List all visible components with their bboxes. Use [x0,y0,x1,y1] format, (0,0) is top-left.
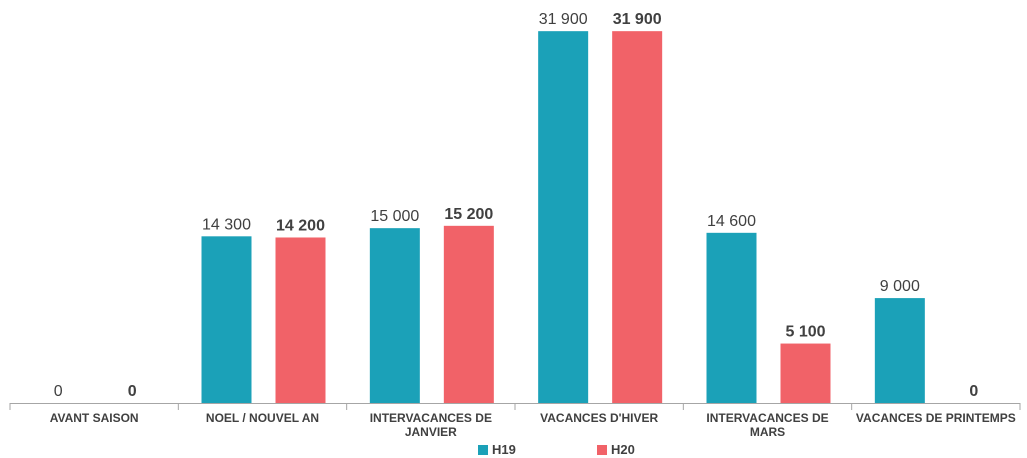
x-tick-label: INTERVACANCES DE JANVIER [369,411,492,439]
bar [706,232,757,403]
bar [780,343,831,403]
value-label: 0 [54,383,63,400]
x-tick-label: AVANT SAISON [49,411,139,425]
legend-swatch [597,445,607,455]
value-label: 14 300 [202,216,251,233]
legend-label: H20 [611,442,635,457]
bar [275,237,326,403]
x-tick-label: VACANCES DE PRINTEMPS [855,411,1016,425]
bar [443,225,494,403]
value-label: 15 200 [444,206,493,223]
value-label: 9 000 [880,278,920,295]
value-label: 14 600 [707,213,756,230]
bar [538,31,589,404]
x-tick-label: VACANCES D'HIVER [540,411,659,425]
value-label: 0 [128,383,137,400]
value-label: 5 100 [785,324,825,341]
bar [369,228,420,403]
legend-label: H19 [492,442,516,457]
value-label: 31 900 [539,11,588,28]
bar [201,236,252,403]
value-label: 15 000 [370,208,419,225]
x-tick-label: NOEL / NOUVEL AN [205,411,320,425]
x-tick-label: INTERVACANCES DE MARS [706,411,829,439]
bar [612,31,663,404]
value-label: 14 200 [276,217,325,234]
legend-swatch [478,445,488,455]
bar [874,298,925,403]
value-label: 31 900 [613,11,662,28]
value-label: 0 [969,383,978,400]
